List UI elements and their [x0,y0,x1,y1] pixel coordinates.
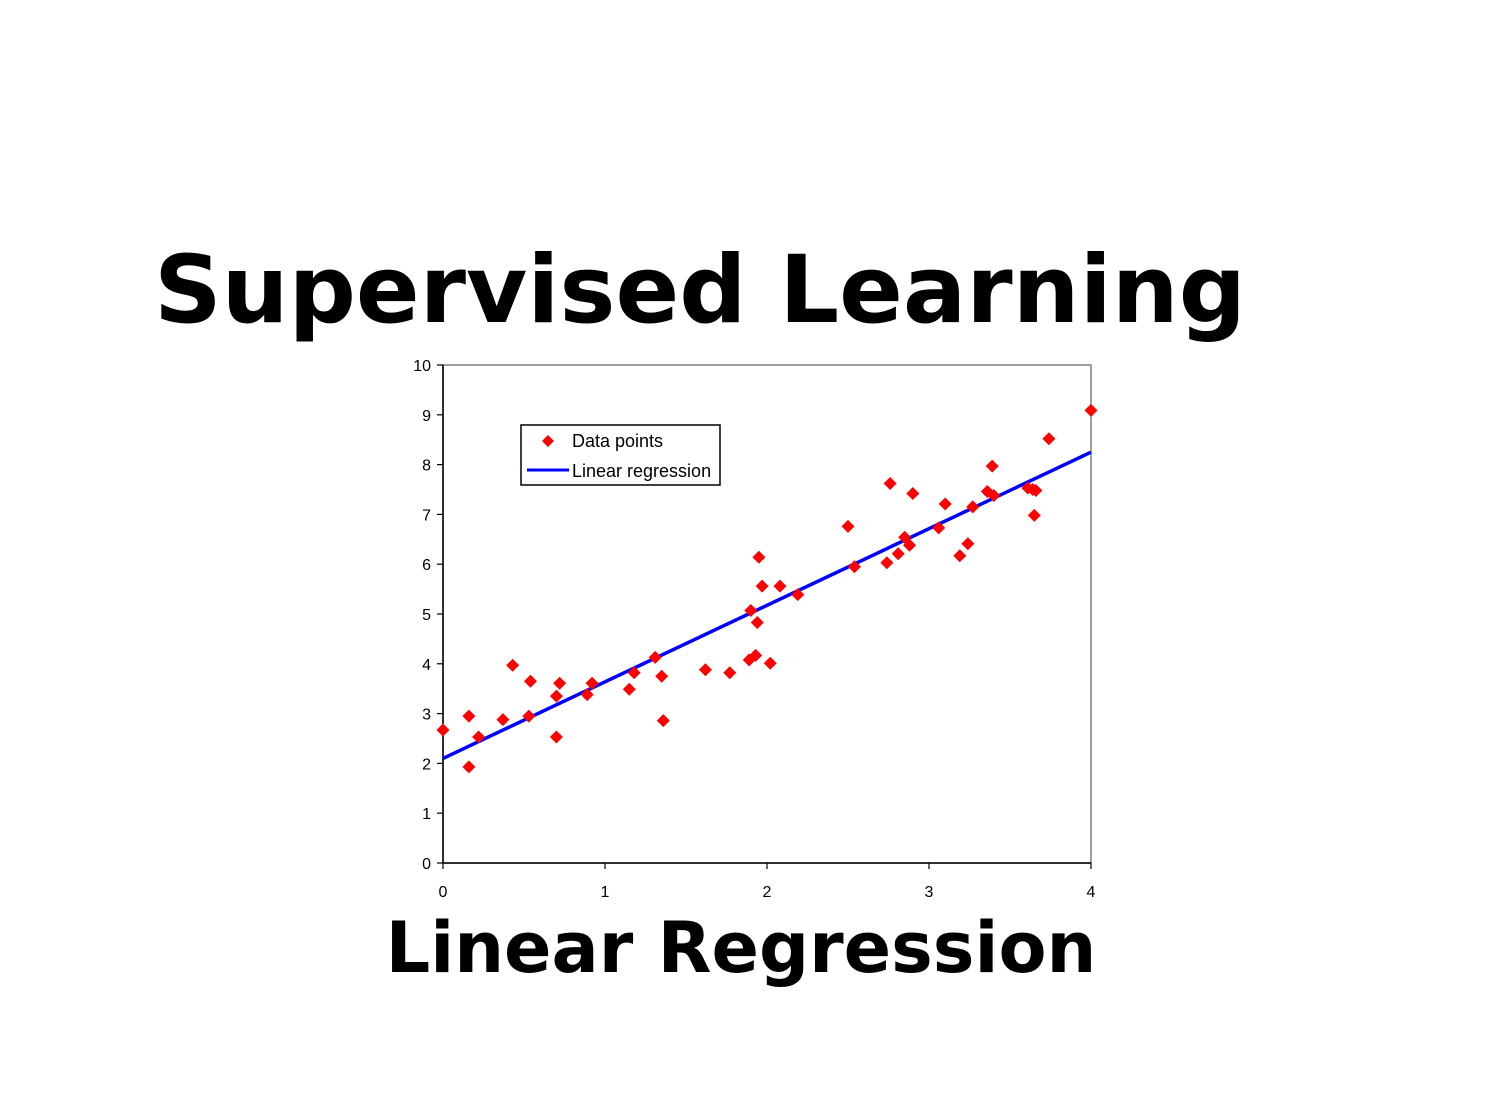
data-point [472,730,486,744]
data-point [938,497,952,511]
data-point [506,658,520,672]
y-tick-label: 8 [422,458,431,475]
x-tick-label: 1 [601,884,610,901]
legend-label-data-points: Data points [572,431,663,451]
regression-line [442,450,1092,761]
y-tick-label: 3 [422,707,431,724]
data-point [744,604,758,618]
data-point [648,650,662,664]
y-tick-label: 9 [422,408,431,425]
legend: Data points Linear regression [520,424,721,486]
data-point [496,713,510,727]
data-point [523,674,537,688]
data-point [966,500,980,514]
data-point [655,669,669,683]
y-tick-label: 0 [422,856,431,873]
axes: 0 1 2 3 4 5 6 7 8 9 10 0 1 2 3 4 [413,358,1095,901]
slide-title: Supervised Learning [153,236,1246,345]
legend-box [520,424,721,486]
data-point [932,521,946,535]
data-point [906,486,920,500]
y-tick-label: 2 [422,756,431,773]
y-tick-label: 10 [413,358,431,375]
data-point [987,488,1001,502]
data-point [749,648,763,662]
x-tick-label: 2 [763,884,772,901]
slide-caption: Linear Regression [385,907,1097,989]
x-tick-label: 3 [925,884,934,901]
data-point [961,537,975,551]
y-tick-label: 7 [422,507,431,524]
data-point [841,519,855,533]
data-point [752,550,766,564]
data-point [880,556,894,570]
data-point [462,709,476,723]
data-point [773,579,787,593]
data-point [522,709,536,723]
data-point [656,714,670,728]
data-point [549,730,563,744]
data-point [985,459,999,473]
y-tick-label: 5 [422,607,431,624]
data-point [791,588,805,602]
legend-marker-data-points [542,435,554,447]
data-point [1084,403,1098,417]
data-point [723,666,737,680]
data-point [903,538,917,552]
data-point [622,682,636,696]
data-point [953,549,967,563]
data-point [580,688,594,702]
data-point [627,666,641,680]
data-point [553,676,567,690]
data-point [763,656,777,670]
data-point [891,547,905,561]
data-point [462,760,476,774]
data-point [585,676,599,690]
data-point [698,663,712,677]
legend-label-linear-regression: Linear regression [572,461,711,481]
y-tick-label: 1 [422,806,431,823]
data-point [847,560,861,574]
x-tick-label: 0 [439,884,448,901]
regression-layer [442,450,1092,761]
data-point [883,477,897,491]
data-point [1027,508,1041,522]
data-point [750,615,764,629]
x-tick-label: 4 [1087,884,1096,901]
y-tick-label: 4 [422,657,431,674]
data-point [549,689,563,703]
y-tick-label: 6 [422,557,431,574]
data-point [755,579,769,593]
data-point [436,723,450,737]
data-point [1042,432,1056,446]
data-points-layer [436,403,1098,774]
data-point [1029,483,1043,497]
